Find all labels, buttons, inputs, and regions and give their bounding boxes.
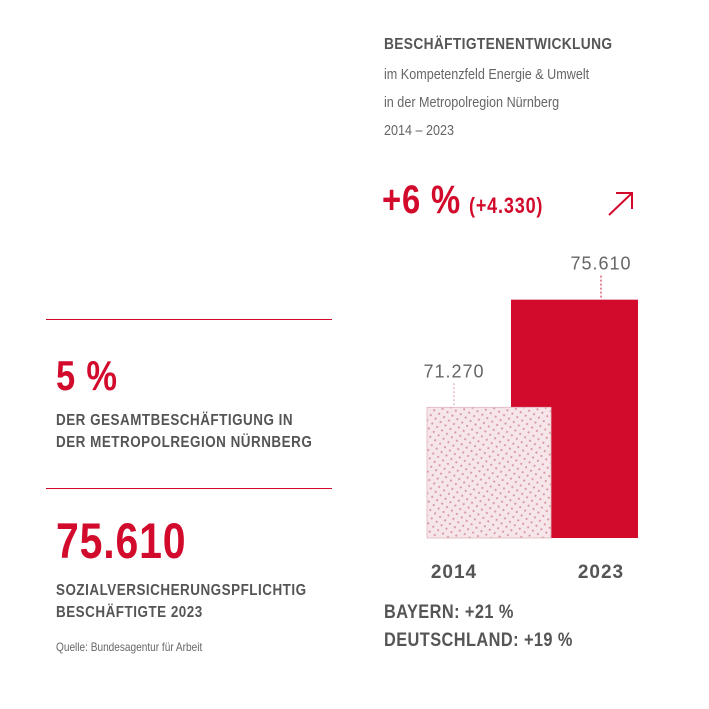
comparison-label: BAYERN: xyxy=(384,602,460,623)
comparison-label: DEUTSCHLAND: xyxy=(384,630,519,651)
stat-employees-caption: SOZIALVERSICHERUNGSPFLICHTIG BESCHÄFTIGT… xyxy=(56,580,307,624)
stat-share-caption: DER GESAMTBESCHÄFTIGUNG IN DER METROPOLR… xyxy=(56,410,312,454)
arrow-up-right-icon xyxy=(608,192,633,216)
x-tick-label: 2014 xyxy=(431,562,477,583)
caption-line: DER GESAMTBESCHÄFTIGUNG IN xyxy=(56,412,294,429)
data-label-2014: 71.270 xyxy=(423,361,484,381)
comparison-bayern: BAYERN: +21 % xyxy=(384,602,514,624)
chart-subtitle-line-1: im Kompetenzfeld Energie & Umwelt xyxy=(384,66,590,83)
comparison-value: +21 % xyxy=(464,602,514,623)
chart-title: BESCHÄFTIGTENENTWICKLUNG xyxy=(384,36,613,53)
divider-top xyxy=(46,319,332,320)
chart-subtitle-line-2: in der Metropolregion Nürnberg xyxy=(384,94,560,111)
divider-bottom xyxy=(46,488,332,489)
chart-subtitle-line-3: 2014 – 2023 xyxy=(384,122,455,139)
stat-share-value: 5 % xyxy=(56,352,118,399)
bar-2014 xyxy=(426,406,552,539)
change-summary: +6 % (+4.330) xyxy=(382,178,559,223)
caption-line: DER METROPOLREGION NÜRNBERG xyxy=(56,434,313,451)
source-note: Quelle: Bundesagentur für Arbeit xyxy=(56,640,203,654)
data-label-2023: 75.610 xyxy=(570,254,631,274)
caption-line: SOZIALVERSICHERUNGSPFLICHTIG xyxy=(56,582,307,599)
comparison-deutschland: DEUTSCHLAND: +19 % xyxy=(384,630,573,652)
change-percent: +6 % xyxy=(382,178,461,222)
change-absolute: (+4.330) xyxy=(468,193,544,218)
comparison-value: +19 % xyxy=(523,630,573,651)
caption-line: BESCHÄFTIGTE 2023 xyxy=(56,604,203,621)
stat-employees-value: 75.610 xyxy=(56,513,187,569)
x-tick-label: 2023 xyxy=(578,562,624,583)
